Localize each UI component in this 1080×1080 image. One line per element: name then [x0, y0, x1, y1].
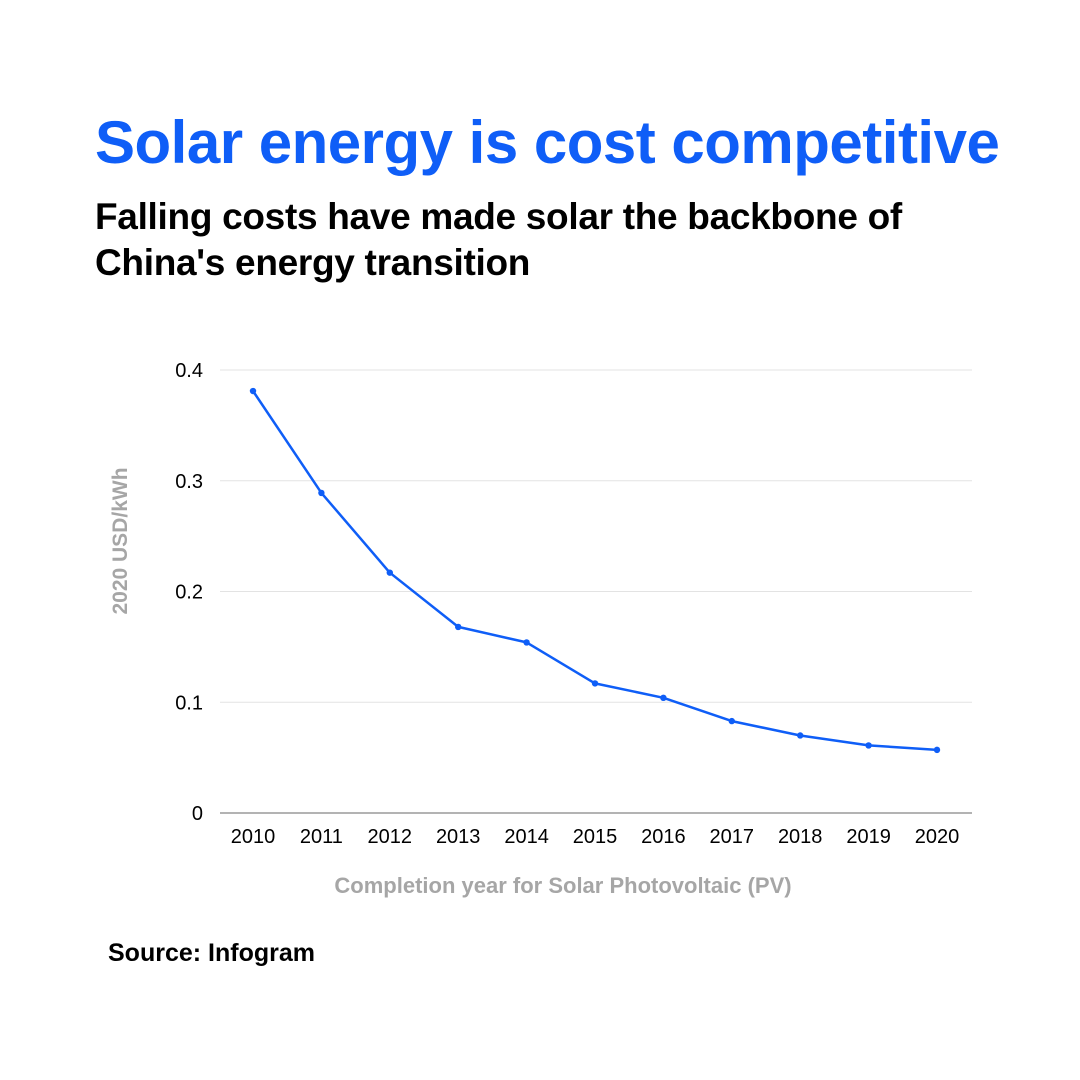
y-axis-label: 2020 USD/kWh — [109, 467, 132, 614]
series-line — [251, 389, 939, 752]
data-point[interactable] — [318, 489, 325, 497]
x-tick-label: 2018 — [778, 826, 823, 848]
gridlines — [220, 369, 972, 814]
y-tick-label: 0 — [192, 803, 203, 825]
y-tick-label: 0.1 — [175, 692, 203, 714]
chart-subtitle: Falling costs have made solar the backbo… — [95, 196, 902, 283]
data-point[interactable] — [933, 746, 941, 754]
data-point[interactable] — [455, 623, 462, 631]
y-tick-label: 0.4 — [175, 360, 203, 382]
y-axis-ticks: 0 0.1 0.2 0.3 0.4 — [175, 360, 203, 825]
data-point[interactable] — [728, 717, 735, 725]
data-point[interactable] — [797, 732, 804, 739]
x-tick-label: 2014 — [504, 826, 549, 848]
data-point[interactable] — [249, 387, 257, 395]
line-chart: 00.10.20.30.4 2010 2011 2012 2013 2014 2015 20… — [109, 360, 972, 898]
x-tick-label: 2012 — [368, 826, 413, 848]
data-point[interactable] — [591, 680, 599, 687]
x-tick-label: 2010 — [231, 826, 276, 848]
y-tick-label: 0.3 — [175, 471, 203, 493]
source-note: Source: Infogram — [108, 939, 315, 967]
x-tick-label: 2019 — [846, 826, 891, 848]
x-tick-label: 2020 — [915, 826, 960, 848]
data-point[interactable] — [660, 694, 667, 702]
series-layer — [249, 387, 941, 754]
data-point[interactable] — [865, 742, 872, 749]
x-tick-label: 2011 — [300, 826, 343, 848]
data-point[interactable] — [386, 569, 393, 576]
x-tick-label: 2015 — [573, 826, 618, 848]
x-tick-label: 2013 — [436, 826, 481, 848]
data-point[interactable] — [523, 639, 530, 646]
chart-title: Solar energy is cost competitive — [95, 109, 1000, 176]
x-tick-label: 2017 — [710, 826, 755, 848]
x-axis-label: Completion year for Solar Photovoltaic (… — [334, 873, 791, 898]
x-tick-label: 2016 — [641, 826, 686, 848]
y-tick-label: 0.2 — [175, 582, 203, 604]
x-axis-ticks: 2010 2011 2012 2013 2014 2015 2016 2017 2018 2019… — [231, 826, 960, 848]
